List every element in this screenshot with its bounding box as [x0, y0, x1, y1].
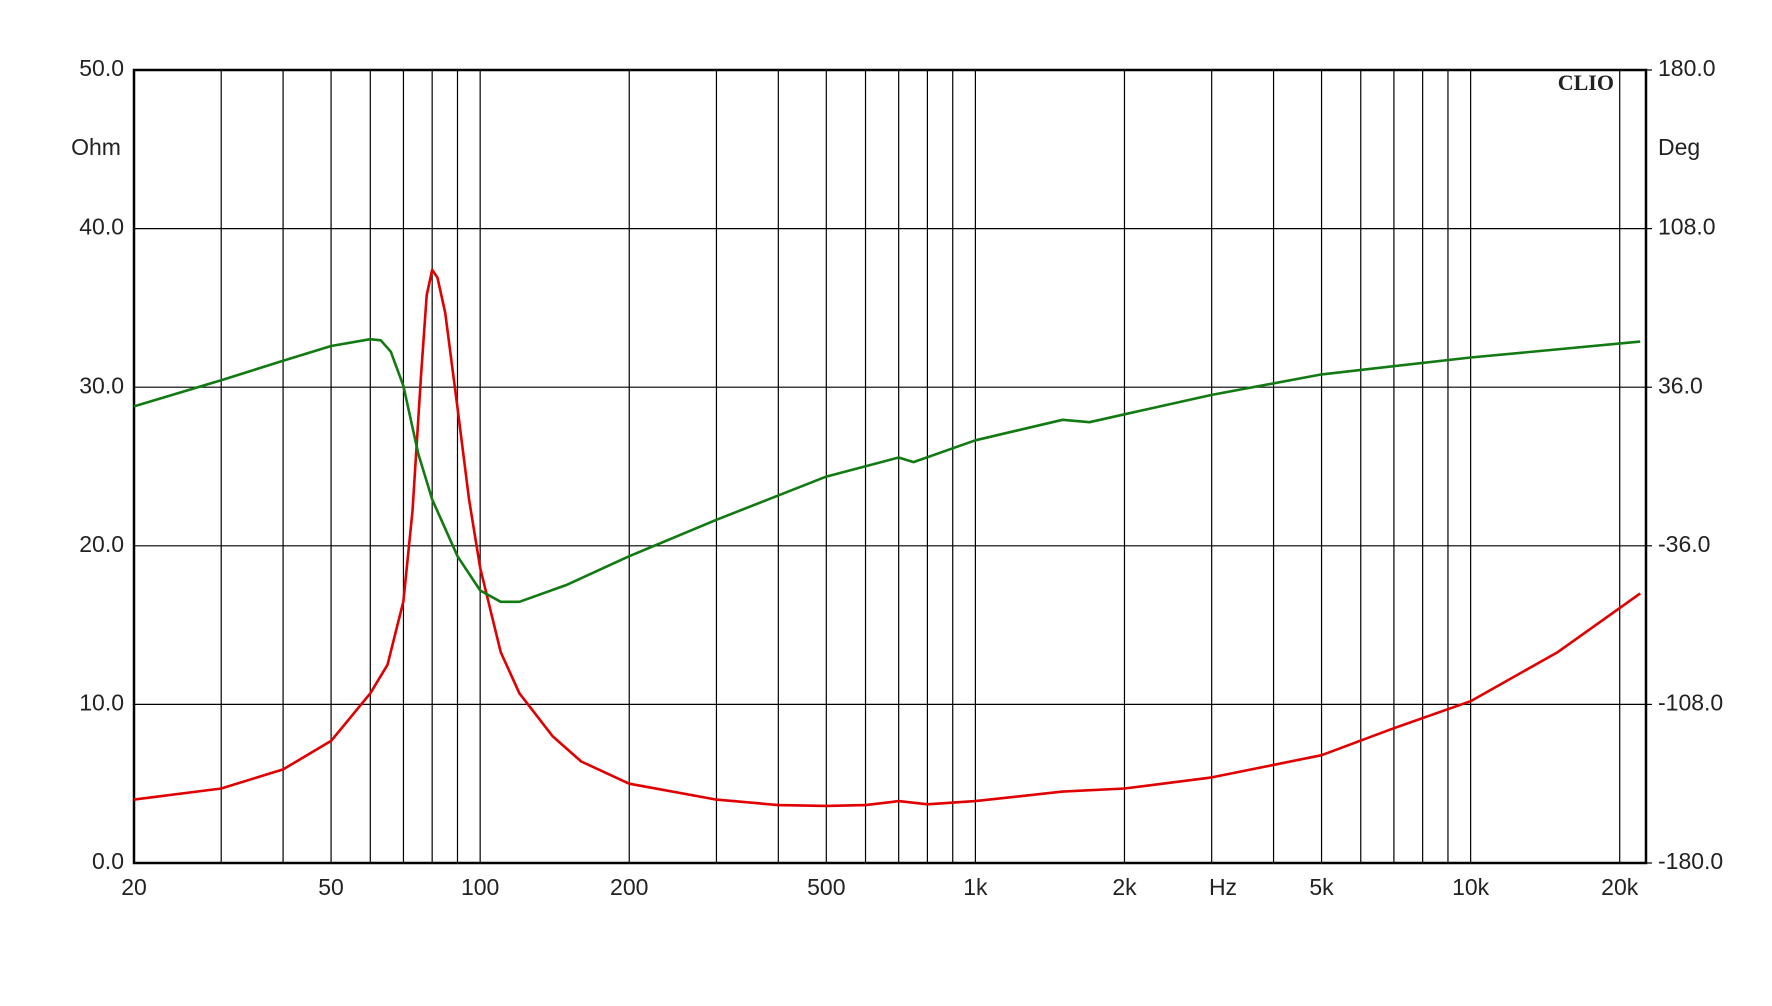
y2-tick-label: 36.0 — [1658, 372, 1703, 398]
x-tick-label: 2k — [1112, 874, 1137, 900]
y2-tick-label: -36.0 — [1658, 531, 1710, 557]
y-tick-label: 40.0 — [79, 214, 124, 240]
x-tick-label: 100 — [461, 874, 499, 900]
x-tick-label: 10k — [1452, 874, 1490, 900]
y2-tick-label: -108.0 — [1658, 689, 1723, 715]
plot-frame — [132, 68, 1648, 865]
brand-label: CLIO — [1558, 70, 1614, 95]
x-axis-label: Hz — [1209, 874, 1237, 900]
x-tick-label: 50 — [318, 874, 344, 900]
y-tick-label: 0.0 — [92, 848, 124, 874]
y-tick-label: 50.0 — [79, 55, 124, 81]
x-tick-label: 5k — [1309, 874, 1334, 900]
y2-tick-label: 180.0 — [1658, 55, 1716, 81]
y2-tick-label: 108.0 — [1658, 214, 1716, 240]
y-axis-label: Ohm — [71, 134, 121, 160]
x-tick-label: 20k — [1601, 874, 1639, 900]
x-tick-label: 200 — [610, 874, 648, 900]
x-tick-label: 1k — [963, 874, 988, 900]
y-tick-label: 30.0 — [79, 372, 124, 398]
x-tick-label: 500 — [807, 874, 845, 900]
y-tick-label: 10.0 — [79, 689, 124, 715]
y-tick-label: 20.0 — [79, 531, 124, 557]
y2-axis-label: Deg — [1658, 134, 1700, 160]
series-line — [133, 268, 1641, 808]
y2-tick-label: -180.0 — [1658, 848, 1723, 874]
x-tick-label: 20 — [121, 874, 147, 900]
series-line — [133, 337, 1641, 604]
